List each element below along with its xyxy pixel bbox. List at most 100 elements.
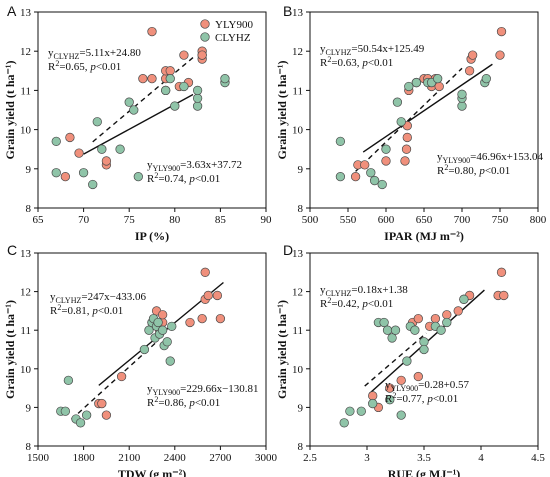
data-point-clyhz [75,418,86,428]
x-axis-label: TDW (g m⁻²) [118,467,186,477]
x-tick-label: 3000 [255,452,278,464]
data-point-yly900 [385,383,395,393]
data-point-yly900 [396,375,406,386]
data-point-yly900 [147,26,157,37]
data-point-clyhz [442,317,452,328]
equation-text: yYLY900=3.63x+37.72 [147,159,242,173]
data-point-clyhz [356,406,366,416]
x-tick-label: 90 [261,214,273,226]
x-tick-label: 600 [378,214,395,226]
x-tick-label: 4 [478,452,484,464]
x-tick-label: 650 [416,214,433,226]
data-point-clyhz [179,81,189,92]
data-point-clyhz [459,294,469,304]
r-squared-text: R2=0.80, p<0.01 [437,163,510,177]
data-point-clyhz [60,406,71,416]
legend-marker-yly900 [200,19,210,29]
data-point-clyhz [339,418,349,428]
data-point-clyhz [392,97,403,107]
plot-frame [37,11,267,209]
y-tick-label: 13 [20,248,32,260]
x-axis-label: RUE (g MJ⁻¹) [388,467,461,477]
data-point-clyhz [115,144,125,154]
data-point-clyhz [396,117,406,127]
data-point-clyhz [144,325,154,335]
equation-text: yYLY900=46.96x+153.04 [437,151,544,165]
x-tick-label: 2100 [118,452,141,464]
y-axis-label: Grain yield (t ha⁻¹) [275,300,289,399]
r-squared-text: R2=0.74, p<0.01 [147,171,220,185]
y-tick-label: 9 [298,402,304,414]
y-tick-label: 12 [292,46,303,58]
panel-letter: C [7,242,17,258]
data-point-yly900 [496,26,507,37]
y-tick-label: 13 [292,7,304,19]
data-point-clyhz [165,356,175,366]
panel-D: 2.5 3 3.5 4 4.5 8 9 10 11 12 13 RUE (g MJ⁻¹) Grain y… [275,242,545,477]
data-point-clyhz [419,344,429,355]
x-tick-label: 500 [302,214,319,226]
data-point-yly900 [197,313,207,324]
panel-letter: A [7,3,17,19]
y-tick-label: 11 [20,325,31,337]
data-point-clyhz [162,337,172,347]
legend-marker-clyhz [200,32,210,42]
data-point-yly900 [401,144,412,154]
data-point-clyhz [457,89,467,99]
equation-text: yCLYHZ=50.54x+125.49 [320,43,425,57]
y-tick-label: 12 [20,287,31,299]
y-tick-label: 9 [26,164,32,176]
panel-C: 1500 1800 2100 2400 2700 3000 8 9 10 11 12 13 TDW (g… [3,242,278,477]
y-tick-label: 11 [20,85,31,97]
equation-text: yYLY900=0.28+0.57 [385,379,470,393]
data-point-yly900 [157,310,168,320]
x-tick-label: 1500 [27,452,50,464]
data-point-clyhz [457,101,467,111]
data-point-yly900 [65,132,75,143]
data-point-clyhz [436,325,446,335]
data-point-yly900 [203,290,213,301]
x-tick-label: 1800 [73,452,96,464]
data-point-clyhz [192,101,203,111]
data-point-clyhz [157,325,168,335]
data-point-clyhz [88,179,98,190]
x-tick-label: 75 [124,214,136,226]
r-squared-text: R2=0.42, p<0.01 [320,296,393,310]
y-tick-label: 11 [292,85,303,97]
data-point-clyhz [192,85,203,96]
x-tick-label: 800 [530,214,547,226]
data-point-yly900 [496,267,507,277]
data-point-clyhz [92,117,102,127]
data-point-yly900 [165,66,175,76]
x-tick-label: 3.5 [417,452,431,464]
data-point-yly900 [97,398,107,409]
data-point-clyhz [433,73,443,84]
y-tick-label: 10 [20,364,32,376]
data-point-yly900 [138,73,148,84]
fit-line-clyhz [364,332,427,387]
data-point-yly900 [442,310,452,320]
data-point-clyhz [51,168,61,178]
y-axis-label: Grain yield (t ha⁻¹) [3,61,17,160]
legend-label-clyhz: CLYHZ [215,32,251,44]
data-point-clyhz [404,81,414,92]
data-point-clyhz [129,105,139,115]
data-point-clyhz [379,317,389,328]
y-tick-label: 9 [298,164,304,176]
y-tick-label: 8 [298,441,304,453]
data-point-yly900 [381,156,391,166]
data-point-clyhz [165,73,175,84]
equation-text: yCLYHZ=5.11x+24.80 [48,47,141,61]
x-tick-label: 750 [492,214,509,226]
x-tick-label: 700 [454,214,471,226]
data-point-clyhz [387,333,397,343]
data-point-clyhz [410,325,420,335]
data-point-clyhz [220,73,230,84]
data-point-clyhz [153,317,163,328]
y-tick-label: 12 [292,287,303,299]
data-point-clyhz [97,144,107,154]
data-point-clyhz [133,171,143,182]
y-tick-label: 12 [20,46,31,58]
x-tick-label: 70 [78,214,90,226]
data-point-clyhz [335,136,346,147]
